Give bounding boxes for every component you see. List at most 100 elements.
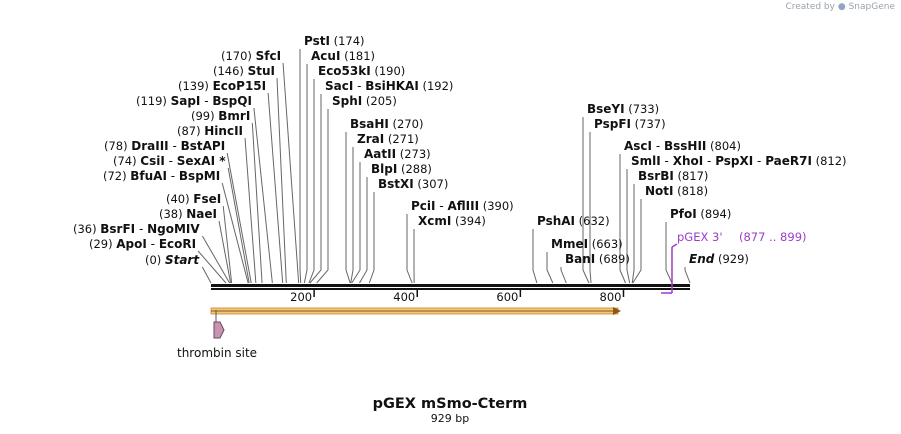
enzyme-name: BmrI bbox=[218, 109, 250, 123]
enzyme-name: BanI bbox=[565, 252, 595, 266]
enzyme-name: BsaHI bbox=[350, 117, 389, 131]
connector-noti bbox=[632, 199, 642, 284]
site-separator: - bbox=[169, 139, 181, 153]
site-position: (78) bbox=[104, 139, 131, 153]
connector-end bbox=[684, 267, 691, 284]
connector-bsrfi bbox=[201, 235, 230, 284]
enzyme-name: PspFI bbox=[594, 117, 631, 131]
site-label-ecop15i[interactable]: (139) EcoP15I bbox=[178, 79, 266, 93]
site-separator: - bbox=[652, 139, 664, 153]
site-label-bsahi[interactable]: BsaHI (270) bbox=[350, 117, 424, 131]
enzyme-name: PstI bbox=[304, 34, 330, 48]
site-separator: - bbox=[353, 79, 365, 93]
site-label-sphi[interactable]: SphI (205) bbox=[332, 94, 397, 108]
site-label-pfoi[interactable]: PfoI (894) bbox=[670, 207, 731, 221]
enzyme-name: End bbox=[689, 252, 715, 266]
connector-draiii bbox=[226, 152, 252, 284]
site-label-pshai[interactable]: PshAI (632) bbox=[537, 214, 610, 228]
plasmid-length: 929 bp bbox=[431, 412, 469, 425]
site-label-sfci[interactable]: (170) SfcI bbox=[221, 49, 281, 63]
site-position: (390) bbox=[479, 199, 514, 213]
site-position: (632) bbox=[575, 214, 610, 228]
site-label-bfuai[interactable]: (72) BfuAI - BspMI bbox=[103, 169, 220, 183]
site-label-smli[interactable]: SmlI - XhoI - PspXI - PaeR7I (812) bbox=[631, 154, 847, 168]
site-label-apoi[interactable]: (29) ApoI - EcoRI bbox=[89, 237, 196, 251]
enzyme-name: EcoP15I bbox=[213, 79, 267, 93]
site-position: (273) bbox=[396, 147, 431, 161]
thrombin-site-arrow[interactable] bbox=[213, 321, 225, 339]
enzyme-name: AscI bbox=[624, 139, 652, 153]
ruler-tick-label: 200 bbox=[290, 290, 312, 304]
site-label-bmri[interactable]: (99) BmrI bbox=[191, 109, 250, 123]
site-position: (36) bbox=[73, 222, 100, 236]
site-position: (72) bbox=[103, 169, 130, 183]
enzyme-name: DraIII bbox=[131, 139, 168, 153]
site-label-mmei[interactable]: MmeI (663) bbox=[551, 237, 623, 251]
site-label-zrai[interactable]: ZraI (271) bbox=[357, 132, 419, 146]
site-position: (181) bbox=[340, 49, 375, 63]
site-label-acui[interactable]: AcuI (181) bbox=[311, 49, 375, 63]
site-label-sapi[interactable]: (119) SapI - BspQI bbox=[136, 94, 252, 108]
site-label-end[interactable]: End (929) bbox=[689, 252, 749, 266]
enzyme-name: PfoI bbox=[670, 207, 697, 221]
site-label-draiii[interactable]: (78) DraIII - BstAPI bbox=[104, 139, 225, 153]
site-label-eco53ki[interactable]: Eco53kI (190) bbox=[318, 64, 405, 78]
site-label-bani[interactable]: BanI (689) bbox=[565, 252, 630, 266]
enzyme-name: Start bbox=[165, 253, 200, 267]
ruler-tick-label: 800 bbox=[600, 290, 622, 304]
site-separator: - bbox=[147, 237, 159, 251]
enzyme-name: FseI bbox=[193, 192, 221, 206]
connector-csii bbox=[227, 167, 250, 284]
enzyme-name: BstXI bbox=[378, 177, 414, 191]
connector-blpi bbox=[359, 177, 368, 284]
connector-naei bbox=[218, 220, 232, 284]
snapgene-logo-icon: ● bbox=[837, 2, 846, 12]
enzyme-name: BspQI bbox=[212, 94, 252, 108]
site-label-xcmi[interactable]: XcmI (394) bbox=[418, 214, 486, 228]
site-label-csii[interactable]: (74) CsiI - SexAI * bbox=[113, 154, 226, 168]
primer-arrow[interactable] bbox=[661, 243, 678, 294]
connector-sphi bbox=[316, 109, 329, 284]
site-label-saci[interactable]: SacI - BsiHKAI (192) bbox=[325, 79, 453, 93]
site-position: (818) bbox=[674, 184, 709, 198]
site-label-fsei[interactable]: (40) FseI bbox=[166, 192, 221, 206]
site-label-naei[interactable]: (38) NaeI bbox=[159, 207, 217, 221]
ruler-tick-label: 600 bbox=[496, 290, 518, 304]
enzyme-name: BstAPI bbox=[181, 139, 226, 153]
connector-pshai bbox=[532, 229, 538, 284]
enzyme-name: BsrFI bbox=[100, 222, 135, 236]
site-position: (307) bbox=[414, 177, 449, 191]
site-position: (270) bbox=[389, 117, 424, 131]
site-label-asci[interactable]: AscI - BssHII (804) bbox=[624, 139, 741, 153]
site-label-psti[interactable]: PstI (174) bbox=[304, 34, 365, 48]
site-label-bstxi[interactable]: BstXI (307) bbox=[378, 177, 448, 191]
site-separator: - bbox=[661, 154, 673, 168]
enzyme-name: HincII bbox=[204, 124, 243, 138]
connector-pcii bbox=[406, 214, 413, 284]
site-position: (663) bbox=[588, 237, 623, 251]
site-label-blpi[interactable]: BlpI (288) bbox=[371, 162, 432, 176]
site-label-aatii[interactable]: AatII (273) bbox=[364, 147, 431, 161]
site-label-pspfi[interactable]: PspFI (737) bbox=[594, 117, 666, 131]
primer-range: (877 .. 899) bbox=[739, 230, 807, 244]
site-label-pcii[interactable]: PciI - AflIII (390) bbox=[411, 199, 514, 213]
site-position: (99) bbox=[191, 109, 218, 123]
enzyme-name: ApoI bbox=[116, 237, 147, 251]
site-label-stui[interactable]: (146) StuI bbox=[213, 64, 275, 78]
connector-aatii bbox=[351, 162, 361, 284]
site-position: (170) bbox=[221, 49, 256, 63]
enzyme-name: BspMI bbox=[179, 169, 220, 183]
site-label-hincii[interactable]: (87) HincII bbox=[177, 124, 243, 138]
enzyme-name: ZraI bbox=[357, 132, 384, 146]
site-label-bsrbi[interactable]: BsrBI (817) bbox=[638, 169, 708, 183]
site-label-bseyi[interactable]: BseYI (733) bbox=[587, 102, 659, 116]
site-label-start[interactable]: (0) Start bbox=[145, 253, 200, 267]
connector-sfci bbox=[282, 62, 300, 284]
site-label-noti[interactable]: NotI (818) bbox=[645, 184, 708, 198]
enzyme-name: PaeR7I bbox=[765, 154, 812, 168]
enzyme-name: BfuAI bbox=[130, 169, 167, 183]
site-label-bsrfi[interactable]: (36) BsrFI - NgoMIV bbox=[73, 222, 200, 236]
connector-pspfi bbox=[589, 132, 592, 284]
connector-fsei bbox=[222, 205, 233, 284]
site-position: (190) bbox=[371, 64, 406, 78]
